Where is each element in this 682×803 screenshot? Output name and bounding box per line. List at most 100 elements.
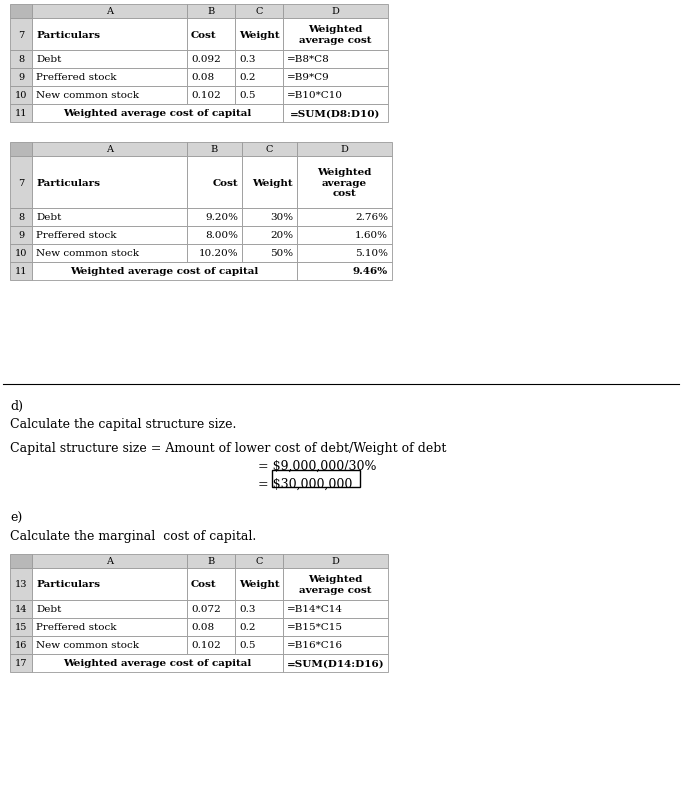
Bar bbox=[187, 157, 242, 209]
Bar bbox=[283, 51, 388, 69]
Text: 11: 11 bbox=[15, 267, 27, 276]
Bar bbox=[235, 51, 283, 69]
Text: 0.5: 0.5 bbox=[239, 641, 256, 650]
Text: d): d) bbox=[10, 400, 23, 413]
Bar bbox=[187, 226, 242, 245]
Bar bbox=[187, 636, 235, 654]
Bar bbox=[242, 226, 297, 245]
Text: New common stock: New common stock bbox=[36, 249, 139, 259]
Bar bbox=[283, 636, 388, 654]
Bar bbox=[242, 143, 297, 157]
Bar bbox=[10, 554, 32, 569]
Bar bbox=[297, 245, 392, 263]
Text: = $30,000,000: = $30,000,000 bbox=[258, 478, 353, 491]
Bar bbox=[32, 601, 187, 618]
Bar bbox=[10, 245, 32, 263]
Text: 0.2: 0.2 bbox=[239, 73, 256, 83]
Bar bbox=[283, 618, 388, 636]
Bar bbox=[187, 618, 235, 636]
Bar bbox=[187, 69, 235, 87]
Text: Debt: Debt bbox=[36, 55, 61, 64]
Text: e): e) bbox=[10, 512, 23, 524]
Text: Weighted
average
cost: Weighted average cost bbox=[317, 168, 372, 198]
Bar bbox=[32, 569, 187, 601]
Text: =B10*C10: =B10*C10 bbox=[287, 92, 343, 100]
Bar bbox=[242, 245, 297, 263]
Bar bbox=[10, 263, 32, 281]
Text: 30%: 30% bbox=[270, 214, 293, 222]
Bar bbox=[187, 143, 242, 157]
Text: 0.08: 0.08 bbox=[191, 73, 214, 83]
Bar bbox=[32, 51, 187, 69]
Text: 20%: 20% bbox=[270, 231, 293, 240]
Bar bbox=[235, 69, 283, 87]
Text: 0.2: 0.2 bbox=[239, 622, 256, 632]
Text: A: A bbox=[106, 145, 113, 154]
Text: C: C bbox=[266, 145, 273, 154]
Text: Calculate the marginal  cost of capital.: Calculate the marginal cost of capital. bbox=[10, 529, 256, 542]
Text: 17: 17 bbox=[15, 658, 27, 667]
Bar bbox=[10, 226, 32, 245]
Bar bbox=[283, 87, 388, 105]
Text: 9: 9 bbox=[18, 73, 24, 83]
Bar bbox=[32, 636, 187, 654]
Bar bbox=[235, 554, 283, 569]
Bar bbox=[10, 5, 32, 19]
Text: Weight: Weight bbox=[239, 580, 280, 589]
Text: Preffered stock: Preffered stock bbox=[36, 622, 117, 632]
Text: Weighted
average cost: Weighted average cost bbox=[299, 25, 372, 45]
Bar bbox=[297, 143, 392, 157]
Text: =B16*C16: =B16*C16 bbox=[287, 641, 343, 650]
Text: B: B bbox=[207, 7, 215, 17]
Text: = $9,000,000/30%: = $9,000,000/30% bbox=[258, 459, 376, 472]
Text: Weight: Weight bbox=[239, 31, 280, 39]
Text: 10: 10 bbox=[15, 249, 27, 259]
Bar bbox=[10, 87, 32, 105]
Text: Weighted average cost of capital: Weighted average cost of capital bbox=[63, 109, 252, 118]
Bar bbox=[187, 209, 242, 226]
Text: 8.00%: 8.00% bbox=[205, 231, 238, 240]
Text: 16: 16 bbox=[15, 641, 27, 650]
Bar bbox=[283, 19, 388, 51]
Bar bbox=[235, 618, 283, 636]
Bar bbox=[32, 69, 187, 87]
Text: 7: 7 bbox=[18, 31, 24, 39]
Text: D: D bbox=[331, 7, 340, 17]
Text: 11: 11 bbox=[15, 109, 27, 118]
Bar bbox=[235, 5, 283, 19]
Bar bbox=[10, 157, 32, 209]
Text: Particulars: Particulars bbox=[36, 178, 100, 187]
Bar bbox=[283, 569, 388, 601]
Text: Weighted
average cost: Weighted average cost bbox=[299, 575, 372, 594]
Text: D: D bbox=[331, 556, 340, 566]
Bar bbox=[242, 157, 297, 209]
Bar bbox=[283, 601, 388, 618]
Bar bbox=[32, 105, 283, 123]
Bar bbox=[32, 157, 187, 209]
Text: New common stock: New common stock bbox=[36, 641, 139, 650]
Text: 1.60%: 1.60% bbox=[355, 231, 388, 240]
Text: A: A bbox=[106, 556, 113, 566]
Bar bbox=[235, 569, 283, 601]
Bar bbox=[187, 601, 235, 618]
Bar bbox=[235, 87, 283, 105]
Bar bbox=[32, 554, 187, 569]
Text: =B9*C9: =B9*C9 bbox=[287, 73, 330, 83]
Bar bbox=[10, 618, 32, 636]
Bar bbox=[10, 69, 32, 87]
Bar bbox=[242, 209, 297, 226]
Text: =SUM(D8:D10): =SUM(D8:D10) bbox=[291, 109, 381, 118]
Bar bbox=[297, 209, 392, 226]
Text: Preffered stock: Preffered stock bbox=[36, 231, 117, 240]
Bar bbox=[187, 569, 235, 601]
Bar bbox=[272, 471, 360, 487]
Text: 14: 14 bbox=[15, 605, 27, 613]
Bar bbox=[283, 69, 388, 87]
Text: Calculate the capital structure size.: Calculate the capital structure size. bbox=[10, 418, 237, 430]
Text: 8: 8 bbox=[18, 214, 24, 222]
Text: Weighted average cost of capital: Weighted average cost of capital bbox=[70, 267, 258, 276]
Bar bbox=[283, 654, 388, 672]
Bar bbox=[187, 19, 235, 51]
Text: 9.46%: 9.46% bbox=[353, 267, 388, 276]
Bar bbox=[283, 554, 388, 569]
